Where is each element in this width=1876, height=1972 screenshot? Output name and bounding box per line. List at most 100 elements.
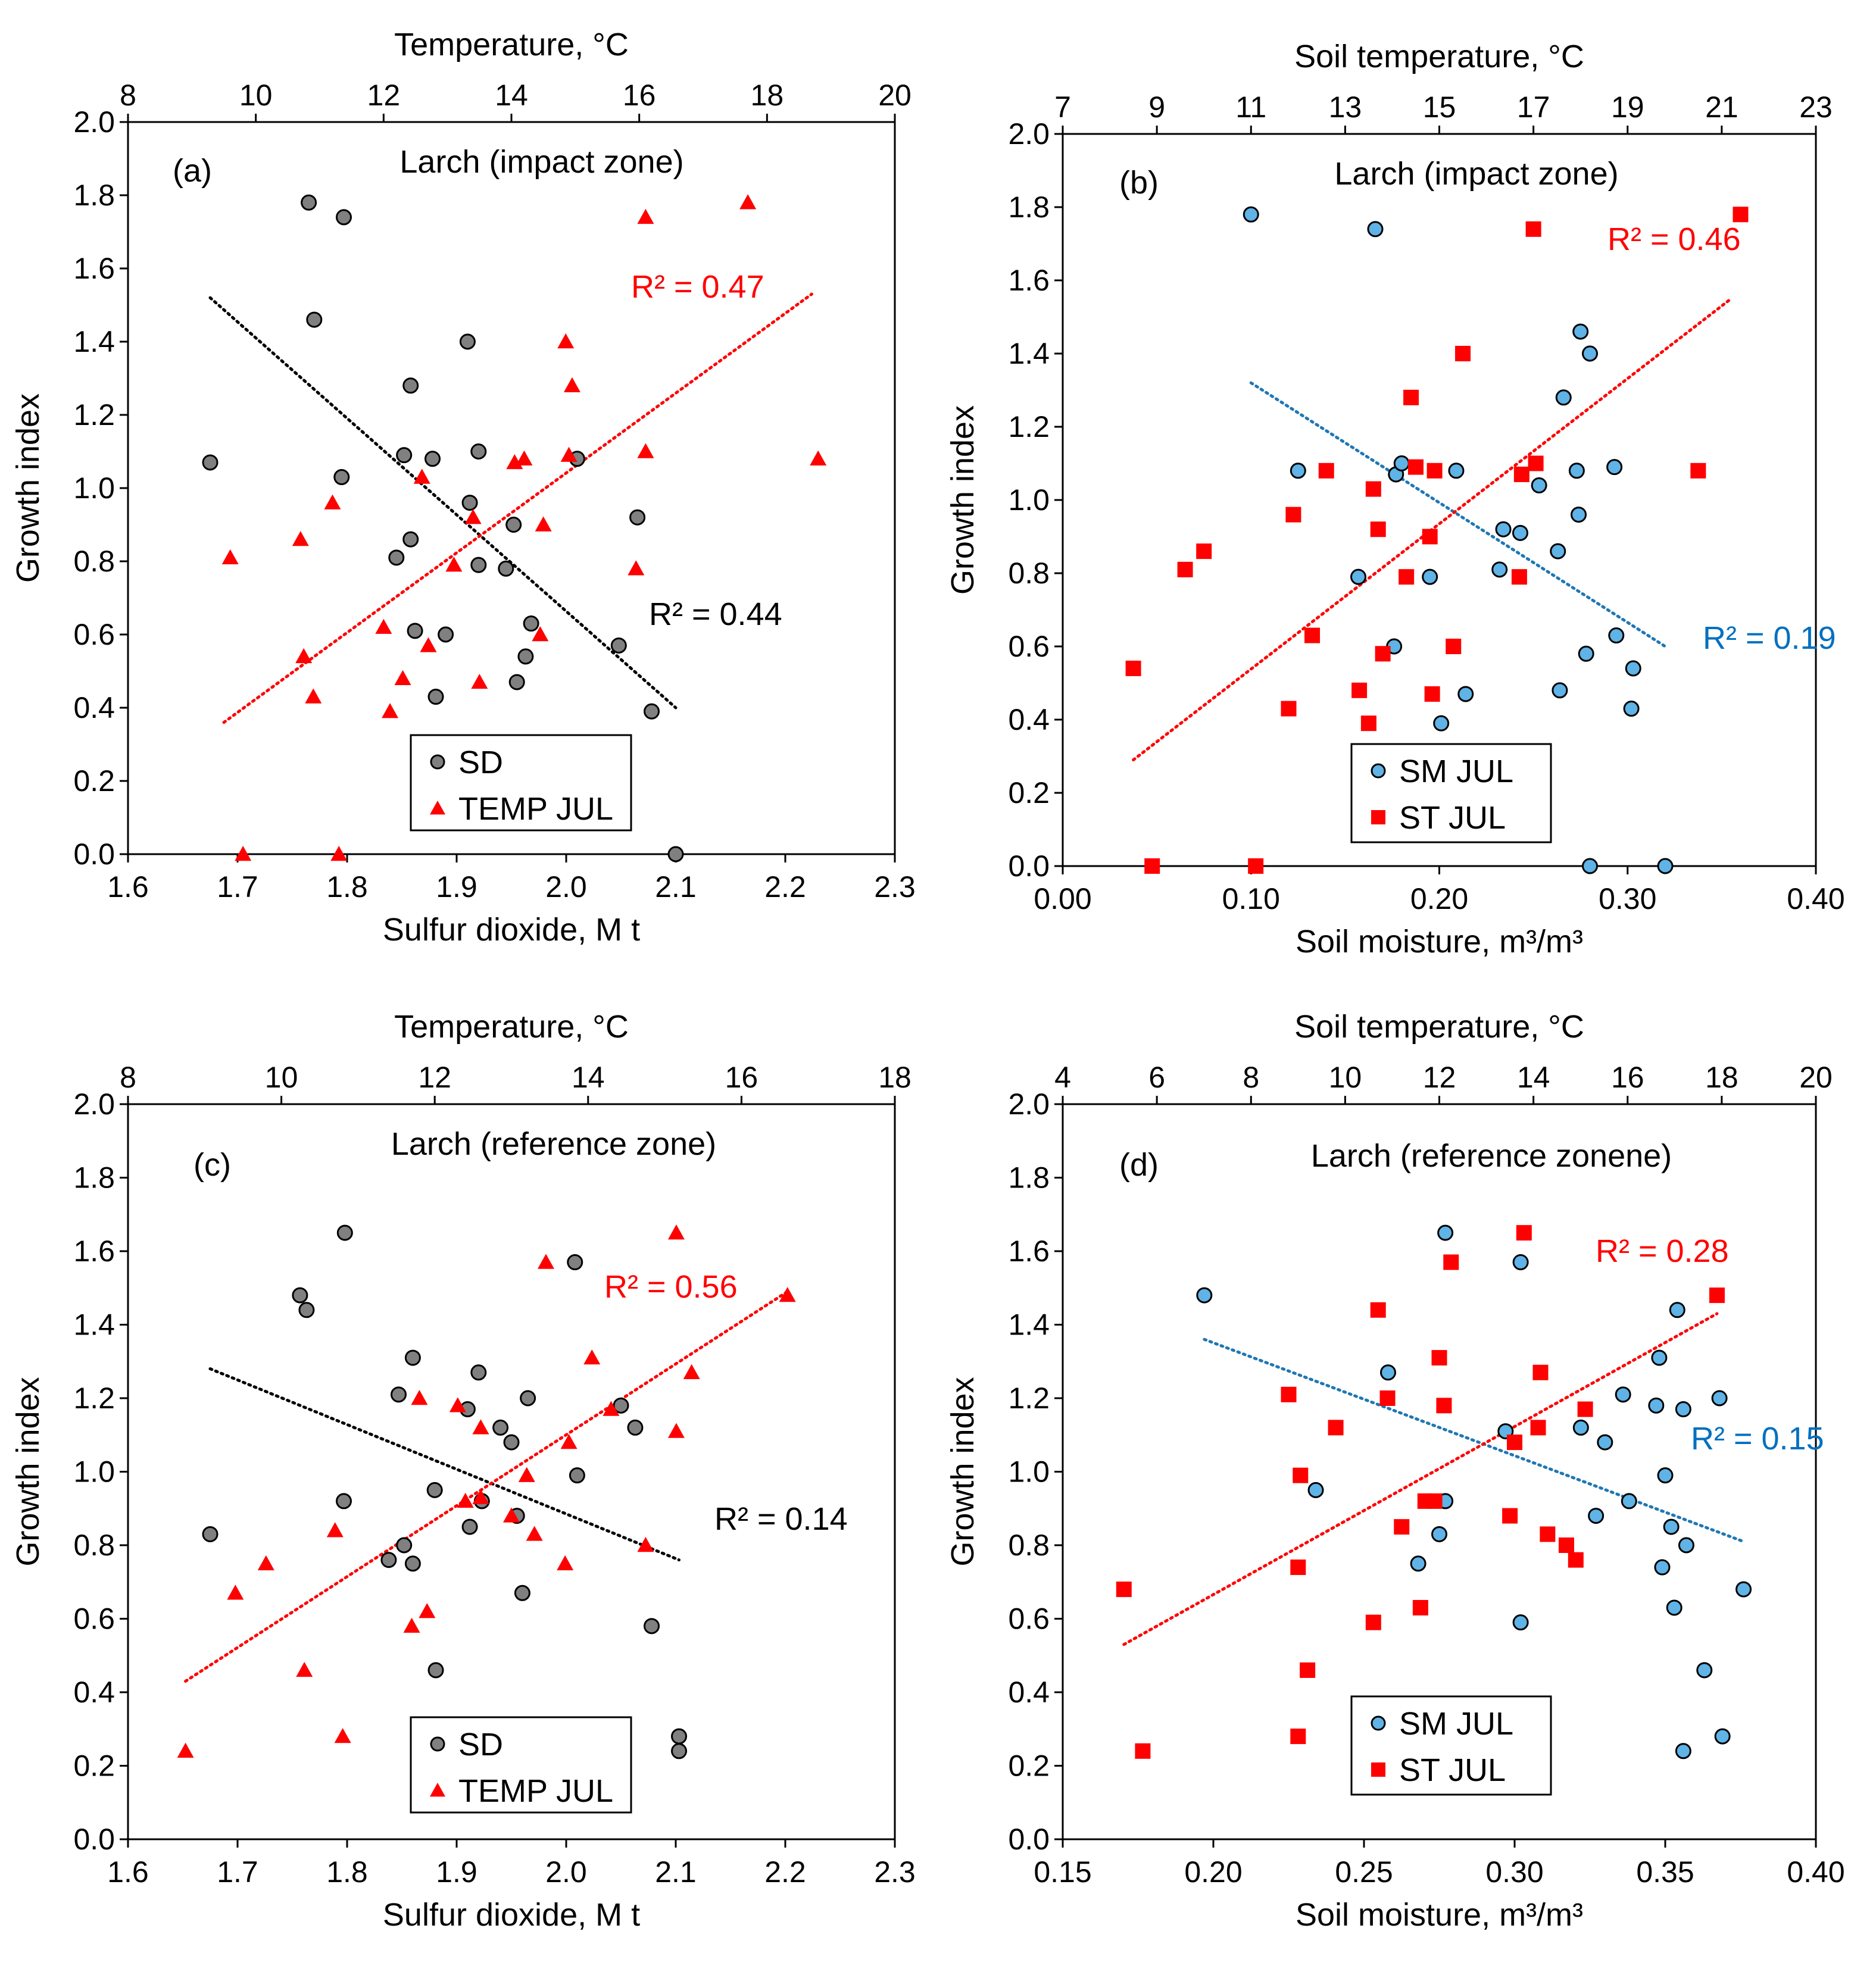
data-point <box>1608 627 1625 644</box>
data-point <box>637 208 654 224</box>
data-point <box>438 626 454 643</box>
data-point <box>1571 507 1587 523</box>
x-tick-label: 2.3 <box>874 870 916 904</box>
y-tick-label: 0.0 <box>73 1823 115 1856</box>
data-point <box>520 1390 536 1407</box>
y-tick-label: 1.8 <box>73 179 115 212</box>
y-tick-label: 2.0 <box>73 105 115 139</box>
y-tick-label: 1.4 <box>73 1308 115 1342</box>
y-tick-label: 1.6 <box>1008 1235 1050 1268</box>
data-point <box>464 509 482 524</box>
data-point <box>1657 858 1674 874</box>
x2-axis-title: Temperature, °C <box>394 1009 629 1045</box>
data-point <box>1367 221 1384 237</box>
data-point <box>1379 1390 1396 1406</box>
data-point <box>1568 462 1585 479</box>
y-tick-label: 1.6 <box>1008 264 1050 297</box>
data-point <box>1304 627 1321 643</box>
data-point <box>567 1254 583 1271</box>
data-point <box>1606 459 1623 476</box>
y-tick-label: 1.4 <box>1008 337 1050 370</box>
data-point <box>1307 1482 1324 1498</box>
data-point <box>1735 1581 1752 1598</box>
data-point <box>402 531 419 548</box>
data-point <box>560 446 578 462</box>
data-point <box>560 1434 578 1449</box>
data-point <box>470 1364 487 1381</box>
data-point <box>637 443 654 458</box>
y-tick-label: 0.8 <box>1008 1529 1050 1562</box>
x2-tick-label: 8 <box>1243 1061 1259 1094</box>
y-tick-label: 0.4 <box>73 691 115 724</box>
y-tick-label: 1.8 <box>1008 190 1050 224</box>
data-point <box>202 1526 218 1542</box>
data-point <box>305 688 322 704</box>
data-point <box>1135 1743 1151 1759</box>
legend-marker <box>430 1783 445 1797</box>
y-tick-label: 1.0 <box>1008 1455 1050 1489</box>
x2-tick-label: 11 <box>1235 90 1266 124</box>
data-point <box>1300 1662 1316 1678</box>
trendline <box>1249 381 1667 648</box>
data-point <box>810 450 827 465</box>
data-point <box>1690 462 1706 479</box>
trendline <box>184 1290 789 1683</box>
data-point <box>461 495 478 511</box>
data-point <box>1290 1729 1306 1745</box>
data-point <box>1446 639 1462 654</box>
y-tick-label: 0.6 <box>1008 1602 1050 1636</box>
x2-axis-title: Temperature, °C <box>394 27 629 62</box>
y-tick-label: 1.8 <box>1008 1161 1050 1195</box>
data-point <box>1669 1302 1685 1318</box>
data-point <box>1491 561 1508 578</box>
data-point <box>1393 455 1410 471</box>
x-tick-label: 0.40 <box>1787 1855 1844 1889</box>
y-tick-label: 1.6 <box>73 1235 115 1268</box>
legend-label: SD <box>458 1727 503 1762</box>
panel-letter: (a) <box>173 153 212 189</box>
data-point <box>603 1401 620 1416</box>
x2-tick-label: 7 <box>1054 90 1071 124</box>
x2-tick-label: 8 <box>120 1061 136 1094</box>
data-point <box>1448 462 1465 479</box>
x-tick-label: 1.9 <box>436 870 477 904</box>
x-tick-label: 1.8 <box>326 870 368 904</box>
data-point <box>537 1254 554 1269</box>
data-point <box>1281 1386 1297 1402</box>
data-point <box>380 1552 397 1568</box>
data-point <box>557 333 575 349</box>
legend-marker <box>1371 763 1386 779</box>
data-point <box>667 846 684 862</box>
data-point <box>503 1507 520 1523</box>
x-tick-label: 0.30 <box>1485 1855 1543 1889</box>
data-point <box>404 1555 421 1572</box>
data-point <box>449 1397 466 1412</box>
data-point <box>1351 682 1368 698</box>
data-point <box>1379 1364 1396 1381</box>
data-point <box>413 468 430 484</box>
data-point <box>1654 1559 1671 1576</box>
data-point <box>420 637 437 652</box>
data-point <box>1528 455 1544 471</box>
y-tick-label: 1.4 <box>73 325 115 358</box>
data-point <box>1431 1350 1447 1366</box>
data-point <box>419 1603 436 1618</box>
y-tick-label: 0.2 <box>1008 1749 1050 1783</box>
y-tick-label: 0.2 <box>1008 776 1050 810</box>
data-point <box>1578 645 1594 662</box>
data-point <box>629 509 646 526</box>
data-point <box>1615 1386 1631 1403</box>
y-tick-label: 0.4 <box>1008 703 1050 736</box>
data-point <box>1540 1526 1556 1542</box>
data-point <box>402 377 419 394</box>
data-point <box>535 516 552 532</box>
data-point <box>523 615 539 632</box>
y-tick-label: 0.6 <box>73 618 115 651</box>
data-point <box>1196 543 1212 560</box>
y-tick-label: 2.0 <box>1008 117 1050 151</box>
data-point <box>1558 1537 1574 1553</box>
data-point <box>1399 569 1415 585</box>
legend-label: TEMP JUL <box>458 791 613 827</box>
panel-letter: (c) <box>193 1147 231 1183</box>
data-point <box>301 194 317 211</box>
